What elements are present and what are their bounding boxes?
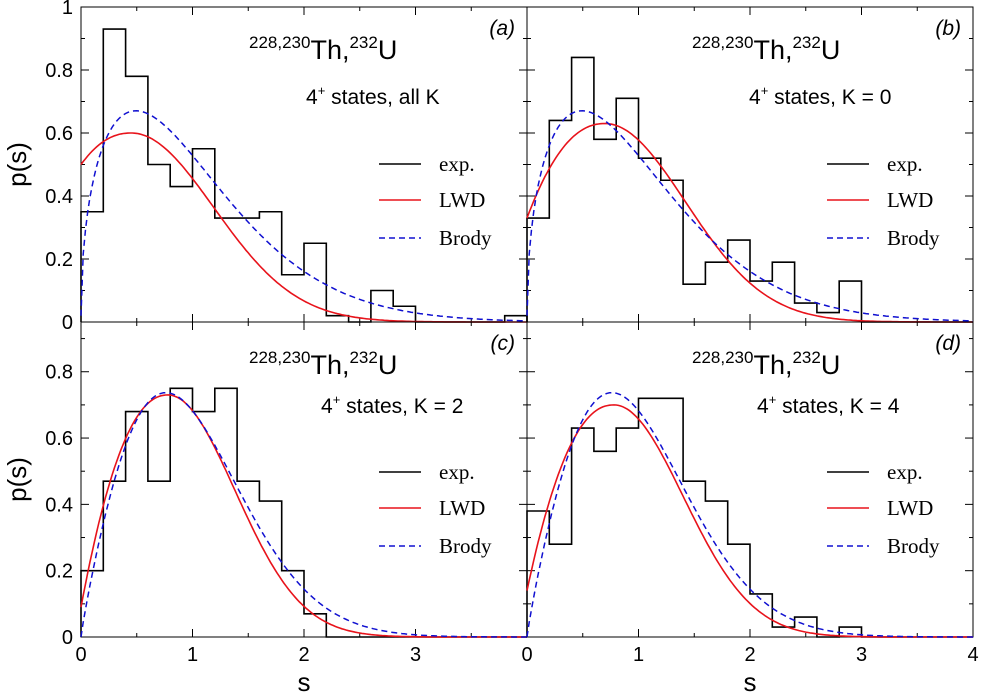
x-tick-label: 3 (856, 644, 867, 666)
y-tick-label: 0.2 (45, 561, 73, 583)
states-parity: + (333, 392, 341, 407)
panel-tag: (d) (935, 332, 961, 355)
y-tick-label: 0.4 (45, 186, 73, 208)
legend-label-lwd: LWD (887, 496, 933, 520)
nucleus-element: U (821, 35, 841, 65)
states-spin: 4 (321, 395, 333, 418)
states-spin: 4 (306, 86, 318, 109)
x-tick-label: 1 (187, 644, 198, 666)
y-tick-label: 0.8 (45, 362, 73, 384)
brody-curve (526, 110, 974, 322)
nucleus-label: 228,230Th,232U (692, 348, 840, 380)
y-tick-label: 0 (62, 312, 73, 334)
nucleus-sup: 232 (792, 348, 820, 367)
y-axis-label: p(s) (2, 142, 32, 187)
states-desc: states, K = 2 (340, 395, 463, 418)
legend-label-brody: Brody (887, 226, 940, 250)
states-parity: + (318, 83, 326, 98)
y-tick-label: 0.6 (45, 123, 73, 145)
x-tick-label: 0 (521, 644, 532, 666)
nucleus-element: Th, (753, 35, 792, 65)
nucleus-sup: 228,230 (692, 348, 753, 367)
y-tick-label: 0 (62, 627, 73, 649)
legend-label-exp: exp. (439, 152, 475, 176)
exp-histogram (526, 397, 973, 638)
legend-label-lwd: LWD (439, 188, 485, 212)
nucleus-element: Th, (753, 350, 792, 380)
y-tick-label: 1 (62, 0, 73, 19)
x-axis-label: s (744, 667, 757, 694)
legend-label-brody: Brody (887, 534, 940, 558)
panel-tag: (a) (489, 17, 515, 40)
nucleus-sup: 228,230 (249, 33, 310, 52)
states-label: 4+ states, K = 4 (757, 392, 900, 418)
x-tick-label: 0 (75, 644, 86, 666)
states-spin: 4 (757, 395, 769, 418)
nucleus-sup: 232 (349, 33, 377, 52)
nucleus-element: Th, (310, 35, 349, 65)
states-spin: 4 (749, 86, 761, 109)
y-tick-label: 0.6 (45, 428, 73, 450)
states-parity: + (769, 392, 777, 407)
legend-label-lwd: LWD (439, 496, 485, 520)
nucleus-sup: 228,230 (692, 33, 753, 52)
legend-label-lwd: LWD (887, 188, 933, 212)
legend-label-brody: Brody (439, 226, 492, 250)
states-parity: + (761, 83, 769, 98)
panel-c: 0 0.2 0.4 0.6 0.8 0 1 2 3 s p(s) (c) 228,230Th,232U 4… (2, 321, 528, 694)
exp-histogram (526, 56, 973, 323)
nucleus-element: U (378, 350, 398, 380)
nucleus-element: Th, (310, 350, 349, 380)
nucleus-element: U (378, 35, 398, 65)
y-axis-label: p(s) (2, 457, 32, 502)
y-tick-label: 0.8 (45, 60, 73, 82)
nucleus-sup: 232 (349, 348, 377, 367)
brody-curve (526, 391, 973, 638)
legend-label-brody: Brody (439, 534, 492, 558)
nucleus-sup: 232 (792, 33, 820, 52)
panel-b: (b) 228,230Th,232U 4+ states, K = 0 exp. LWD… (526, 6, 974, 323)
legend-label-exp: exp. (439, 460, 475, 484)
y-tick-label: 0.4 (45, 494, 73, 516)
x-tick-label: 3 (410, 644, 421, 666)
nucleus-label: 228,230Th,232U (692, 33, 840, 65)
x-tick-label: 1 (633, 644, 644, 666)
panel-tag: (b) (935, 17, 961, 40)
nucleus-label: 228,230Th,232U (249, 33, 397, 65)
nucleus-sup: 228,230 (249, 348, 310, 367)
x-axis-label: s (298, 667, 311, 694)
panel-tag: (c) (491, 332, 516, 355)
states-label: 4+ states, K = 2 (321, 392, 463, 418)
x-tick-label: 4 (967, 644, 978, 666)
legend-label-exp: exp. (887, 460, 923, 484)
states-label: 4+ states, all K (306, 83, 440, 109)
brody-curve (80, 110, 528, 322)
nucleus-element: U (821, 350, 841, 380)
x-tick-label: 2 (298, 644, 309, 666)
brody-curve (80, 391, 527, 638)
y-tick-label: 0.2 (45, 249, 73, 271)
states-desc: states, all K (325, 86, 439, 109)
x-tick-label: 2 (744, 644, 755, 666)
legend-label-exp: exp. (887, 152, 923, 176)
panel-a: 0 0.2 0.4 0.6 0.8 1 p(s) (a) 228,230Th,232U 4+ st… (2, 0, 528, 334)
nucleus-label: 228,230Th,232U (249, 348, 397, 380)
states-label: 4+ states, K = 0 (749, 83, 891, 109)
states-desc: states, K = 4 (776, 395, 899, 418)
states-desc: states, K = 0 (768, 86, 891, 109)
